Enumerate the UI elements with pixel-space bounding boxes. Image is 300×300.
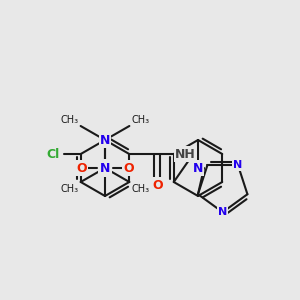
- Text: CH₃: CH₃: [61, 184, 79, 194]
- Text: O: O: [124, 161, 134, 175]
- Text: N: N: [218, 207, 227, 217]
- Text: CH₃: CH₃: [61, 115, 79, 125]
- Text: Cl: Cl: [46, 148, 59, 160]
- Text: N: N: [100, 134, 110, 146]
- Text: O: O: [76, 161, 86, 175]
- Text: O: O: [152, 179, 163, 192]
- Text: CH₃: CH₃: [131, 115, 149, 125]
- Text: N: N: [233, 160, 243, 170]
- Text: CH₃: CH₃: [131, 184, 149, 194]
- Text: S: S: [100, 160, 110, 175]
- Text: NH: NH: [175, 148, 196, 160]
- Text: N: N: [193, 161, 203, 175]
- Text: N: N: [100, 161, 110, 175]
